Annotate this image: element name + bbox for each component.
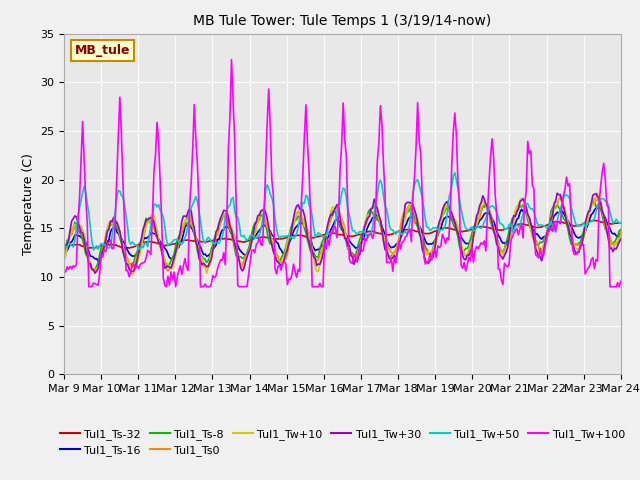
Text: MB_tule: MB_tule — [75, 44, 131, 57]
Y-axis label: Temperature (C): Temperature (C) — [22, 153, 35, 255]
Title: MB Tule Tower: Tule Temps 1 (3/19/14-now): MB Tule Tower: Tule Temps 1 (3/19/14-now… — [193, 14, 492, 28]
Legend: Tul1_Ts-32, Tul1_Ts-16, Tul1_Ts-8, Tul1_Ts0, Tul1_Tw+10, Tul1_Tw+30, Tul1_Tw+50,: Tul1_Ts-32, Tul1_Ts-16, Tul1_Ts-8, Tul1_… — [55, 424, 630, 460]
